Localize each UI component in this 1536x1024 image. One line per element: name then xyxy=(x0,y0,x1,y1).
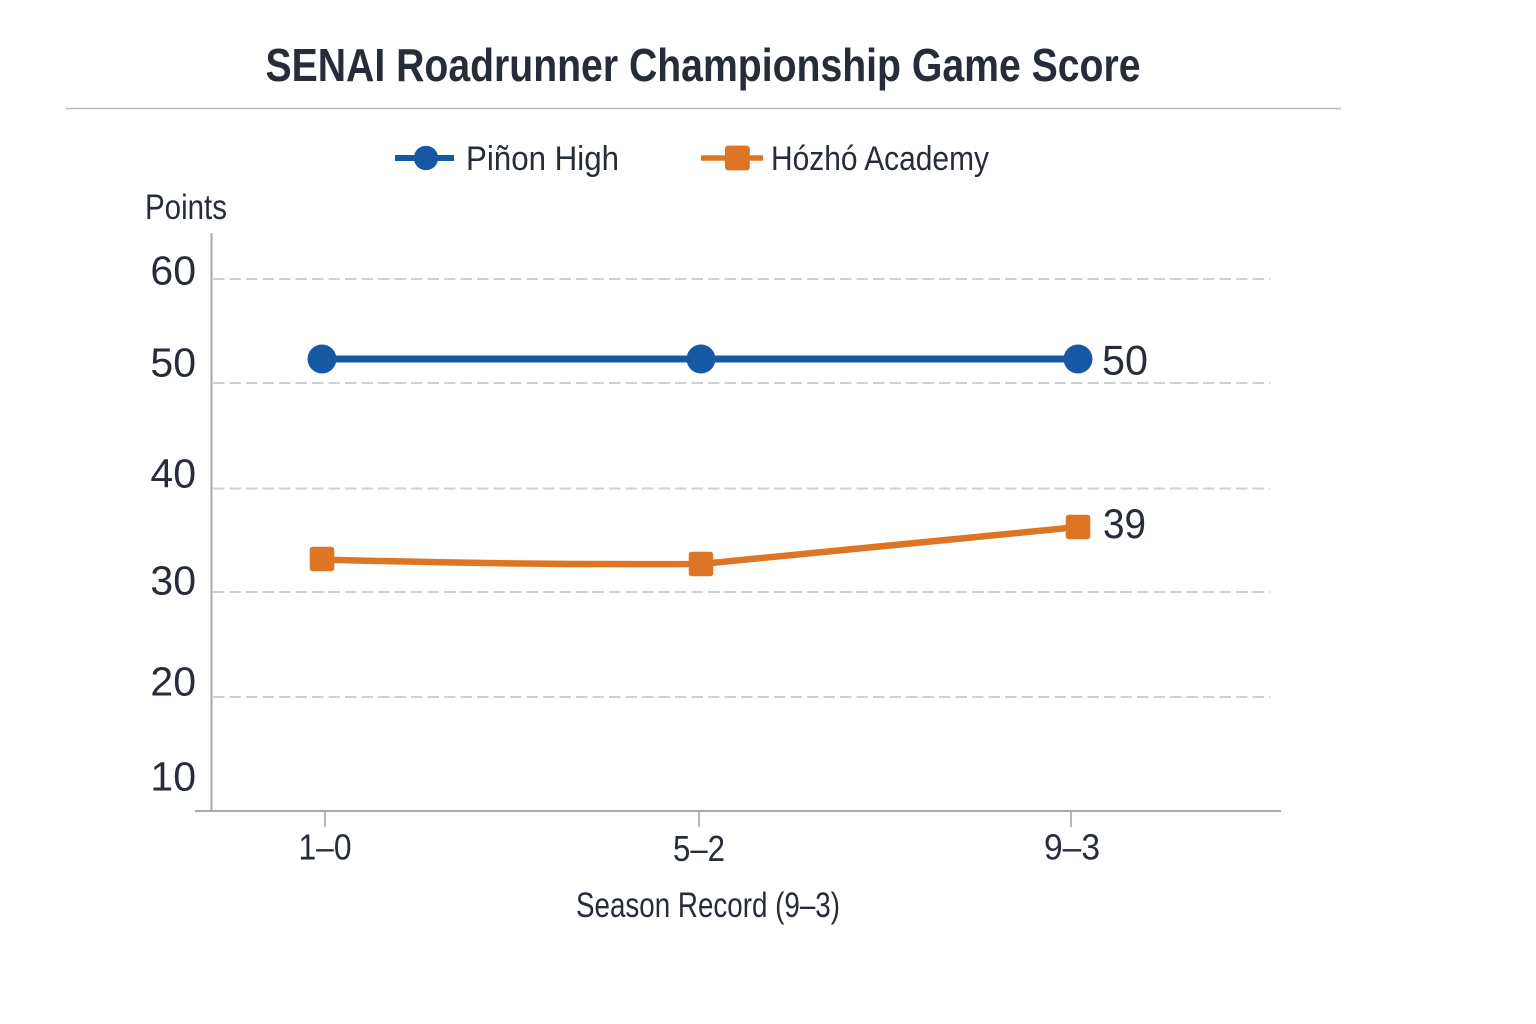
svg-text:Hózhó Academy: Hózhó Academy xyxy=(771,140,989,178)
svg-text:40: 40 xyxy=(150,451,196,497)
svg-text:20: 20 xyxy=(150,659,196,705)
svg-text:50: 50 xyxy=(150,340,196,386)
svg-text:50: 50 xyxy=(1102,337,1148,384)
svg-text:Points: Points xyxy=(145,188,227,227)
svg-text:1–0: 1–0 xyxy=(299,827,352,868)
svg-text:39: 39 xyxy=(1103,500,1146,547)
svg-text:5–2: 5–2 xyxy=(673,828,725,869)
svg-text:SENAI Roadrunner Championship: SENAI Roadrunner Championship Game Score xyxy=(266,39,1141,91)
svg-text:10: 10 xyxy=(150,754,196,800)
svg-text:Season Record (9–3): Season Record (9–3) xyxy=(576,886,840,925)
svg-text:60: 60 xyxy=(150,248,196,294)
svg-text:9–3: 9–3 xyxy=(1044,827,1100,868)
svg-text:30: 30 xyxy=(150,558,196,604)
svg-text:Piñon High: Piñon High xyxy=(466,140,619,178)
